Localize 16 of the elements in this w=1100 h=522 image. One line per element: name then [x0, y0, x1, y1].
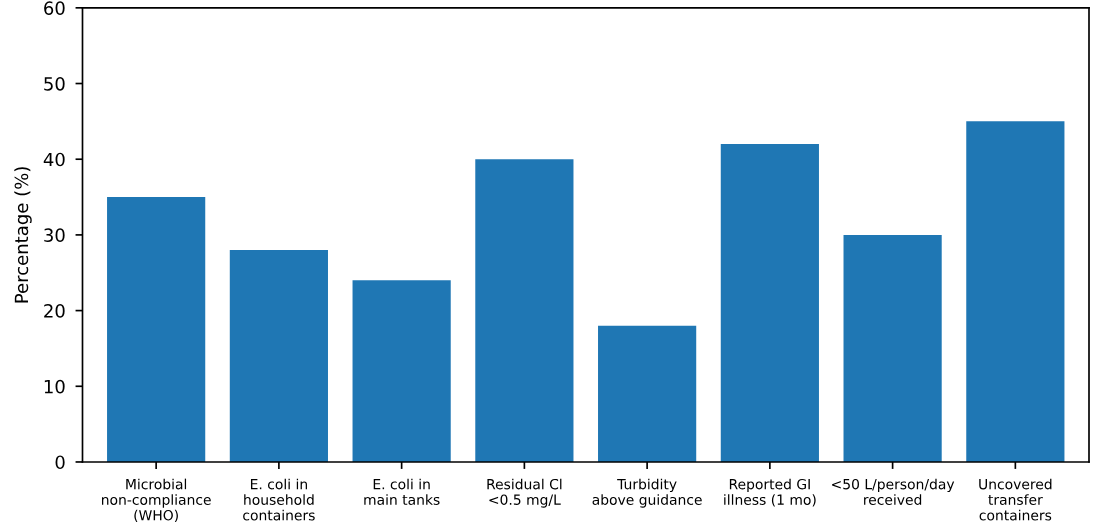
y-tick-label: 0: [55, 455, 65, 470]
y-tick-label: 40: [43, 152, 65, 167]
bar: [107, 197, 206, 462]
bar: [720, 144, 819, 462]
bar: [352, 280, 451, 462]
bar: [475, 159, 574, 462]
y-tick-label: 60: [44, 1, 65, 15]
bar: [598, 325, 697, 462]
y-axis-title: Percentage (%): [14, 167, 32, 303]
y-tick-label: 30: [44, 228, 65, 243]
bar: [229, 250, 328, 462]
y-tick-label: 20: [44, 304, 65, 318]
y-tick-label: 10: [44, 379, 65, 394]
y-tick-label: 50: [44, 76, 65, 91]
bar: [843, 234, 942, 462]
bar: [966, 121, 1065, 462]
